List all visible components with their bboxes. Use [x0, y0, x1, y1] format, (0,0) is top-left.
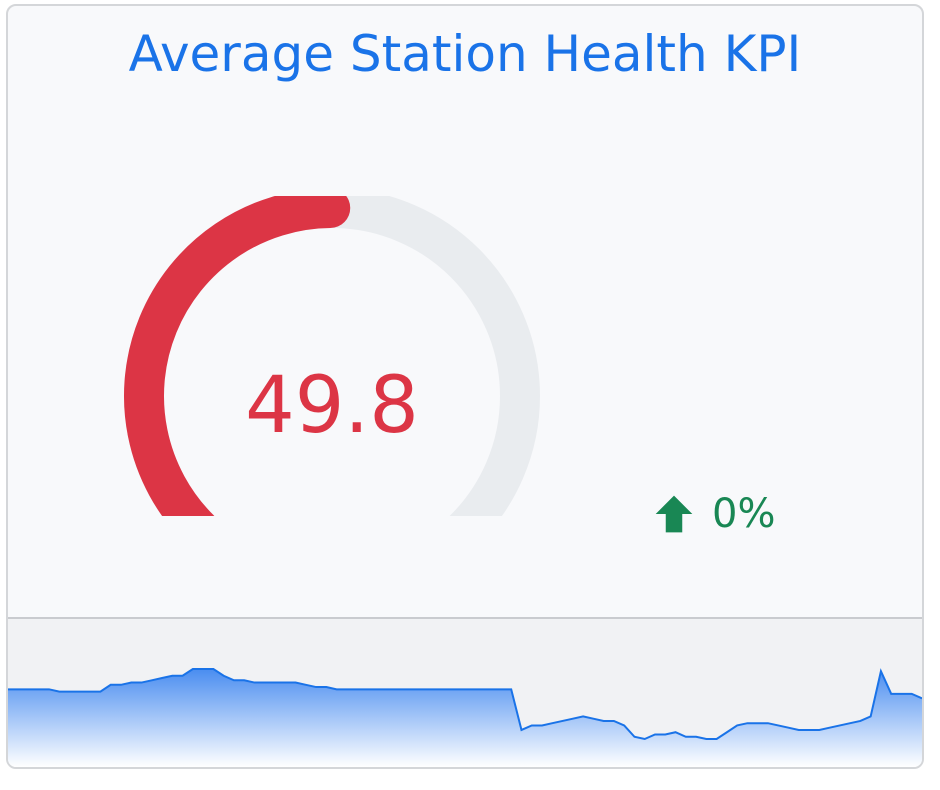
gauge	[124, 196, 540, 516]
kpi-card: Average Station Health KPI 49.8 0%	[6, 4, 924, 769]
gauge-fill	[124, 196, 351, 516]
change-indicator: 0%	[652, 486, 775, 542]
sparkline-line	[8, 668, 922, 741]
sparkline-chart	[8, 668, 922, 767]
arrow-up-icon	[655, 495, 693, 533]
kpi-value: 49.8	[245, 361, 419, 451]
sparkline-area	[8, 669, 922, 767]
sparkline-container	[8, 617, 922, 767]
card-title: Average Station Health KPI	[128, 25, 802, 83]
change-percent: 0%	[712, 491, 776, 537]
